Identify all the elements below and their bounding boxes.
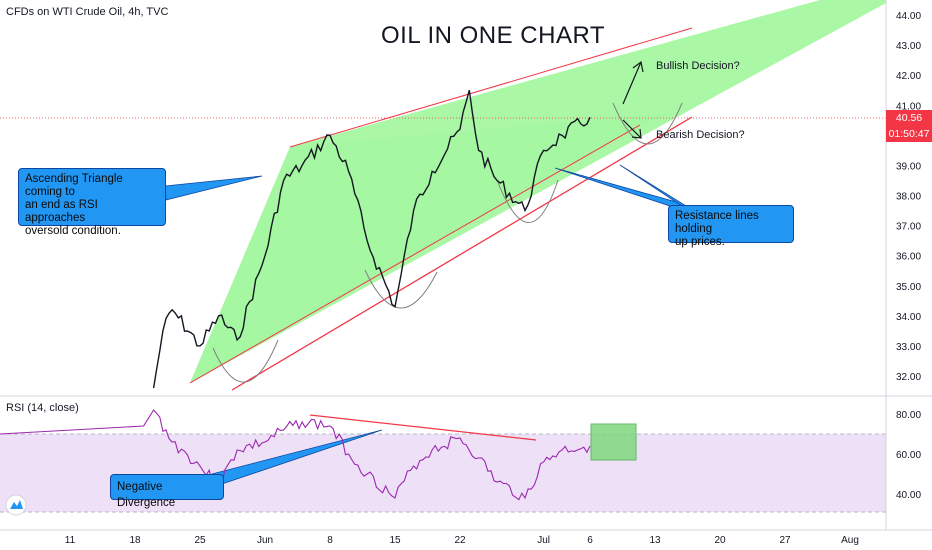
cup-arc [612, 102, 683, 145]
price-tick-label: 44.00 [896, 11, 921, 22]
time-tick-label: 11 [65, 535, 76, 546]
ascending-triangle [190, 0, 886, 383]
bullish-arrowhead [632, 60, 644, 73]
price-tick-label: 41.00 [896, 101, 921, 112]
time-tick-label: 25 [194, 535, 206, 546]
bearish-arrow [622, 119, 642, 139]
time-tick-label: 20 [714, 535, 726, 546]
rsi-tick-label: 60.00 [896, 450, 921, 461]
cup-arc [212, 339, 279, 383]
current-price-tag: 40.56 [886, 110, 932, 126]
time-tick-label: 22 [454, 535, 466, 546]
time-tick-label: 18 [129, 535, 141, 546]
time-tick-label: 6 [587, 535, 593, 546]
cup-arc [364, 269, 438, 309]
rsi-tick-label: 80.00 [896, 410, 921, 421]
time-tick-label: Jul [537, 535, 550, 546]
price-tick-label: 35.00 [896, 282, 921, 293]
price-tick-label: 37.00 [896, 222, 921, 233]
price-tick-label: 33.00 [896, 342, 921, 353]
triangle-note-pointer [164, 175, 263, 201]
time-tick-label: 15 [389, 535, 401, 546]
countdown-tag: 01:50:47 [886, 126, 932, 142]
bearish-decision-label: Bearish Decision? [656, 129, 745, 141]
triangle-support-line [189, 124, 641, 384]
price-line [152, 90, 591, 389]
cup-arc [496, 179, 559, 223]
price-tick-label: 43.00 [896, 41, 921, 52]
time-tick-label: Jun [257, 535, 273, 546]
price-tick-label: 32.00 [896, 372, 921, 383]
bullish-arrow [622, 61, 642, 105]
price-tick-label: 36.00 [896, 252, 921, 263]
price-axis-ticks[interactable]: 32.00 33.00 34.00 35.00 36.00 37.00 38.00 39.00… [896, 11, 921, 383]
price-tick-label: 42.00 [896, 71, 921, 82]
rsi-highlight-box [590, 423, 637, 461]
lower-support-line [231, 116, 693, 391]
time-axis-ticks[interactable]: 11 18 25 Jun 8 15 22 Jul 6 13 20 27 Aug [65, 535, 859, 546]
tradingview-logo-icon[interactable] [5, 494, 27, 516]
triangle-lower-region [190, 112, 680, 383]
time-tick-label: Aug [841, 535, 859, 546]
page-title: OIL IN ONE CHART [381, 22, 606, 49]
symbol-label: CFDs on WTI Crude Oil, 4h, TVC [6, 6, 169, 18]
divergence-callout[interactable]: Negative Divergence [110, 474, 224, 509]
time-tick-label: 8 [327, 535, 333, 546]
rsi-divergence-line [309, 414, 537, 441]
bearish-arrowhead [631, 128, 642, 139]
resistance-callout[interactable]: Resistance lines holding up prices. [668, 205, 794, 248]
time-tick-label: 27 [779, 535, 791, 546]
bullish-decision-label: Bullish Decision? [656, 60, 740, 72]
price-series [152, 90, 591, 389]
triangle-callout[interactable]: Ascending Triangle coming to an end as R… [18, 168, 166, 237]
time-tick-label: 13 [649, 535, 661, 546]
rsi-axis-ticks[interactable]: 40.00 60.00 80.00 [896, 410, 921, 501]
price-tick-label: 34.00 [896, 312, 921, 323]
triangle-resistance-line [289, 27, 693, 148]
price-tick-label: 39.00 [896, 161, 921, 172]
rsi-label[interactable]: RSI (14, close) [6, 402, 79, 414]
rsi-tick-label: 40.00 [896, 490, 921, 501]
price-tick-label: 38.00 [896, 192, 921, 203]
